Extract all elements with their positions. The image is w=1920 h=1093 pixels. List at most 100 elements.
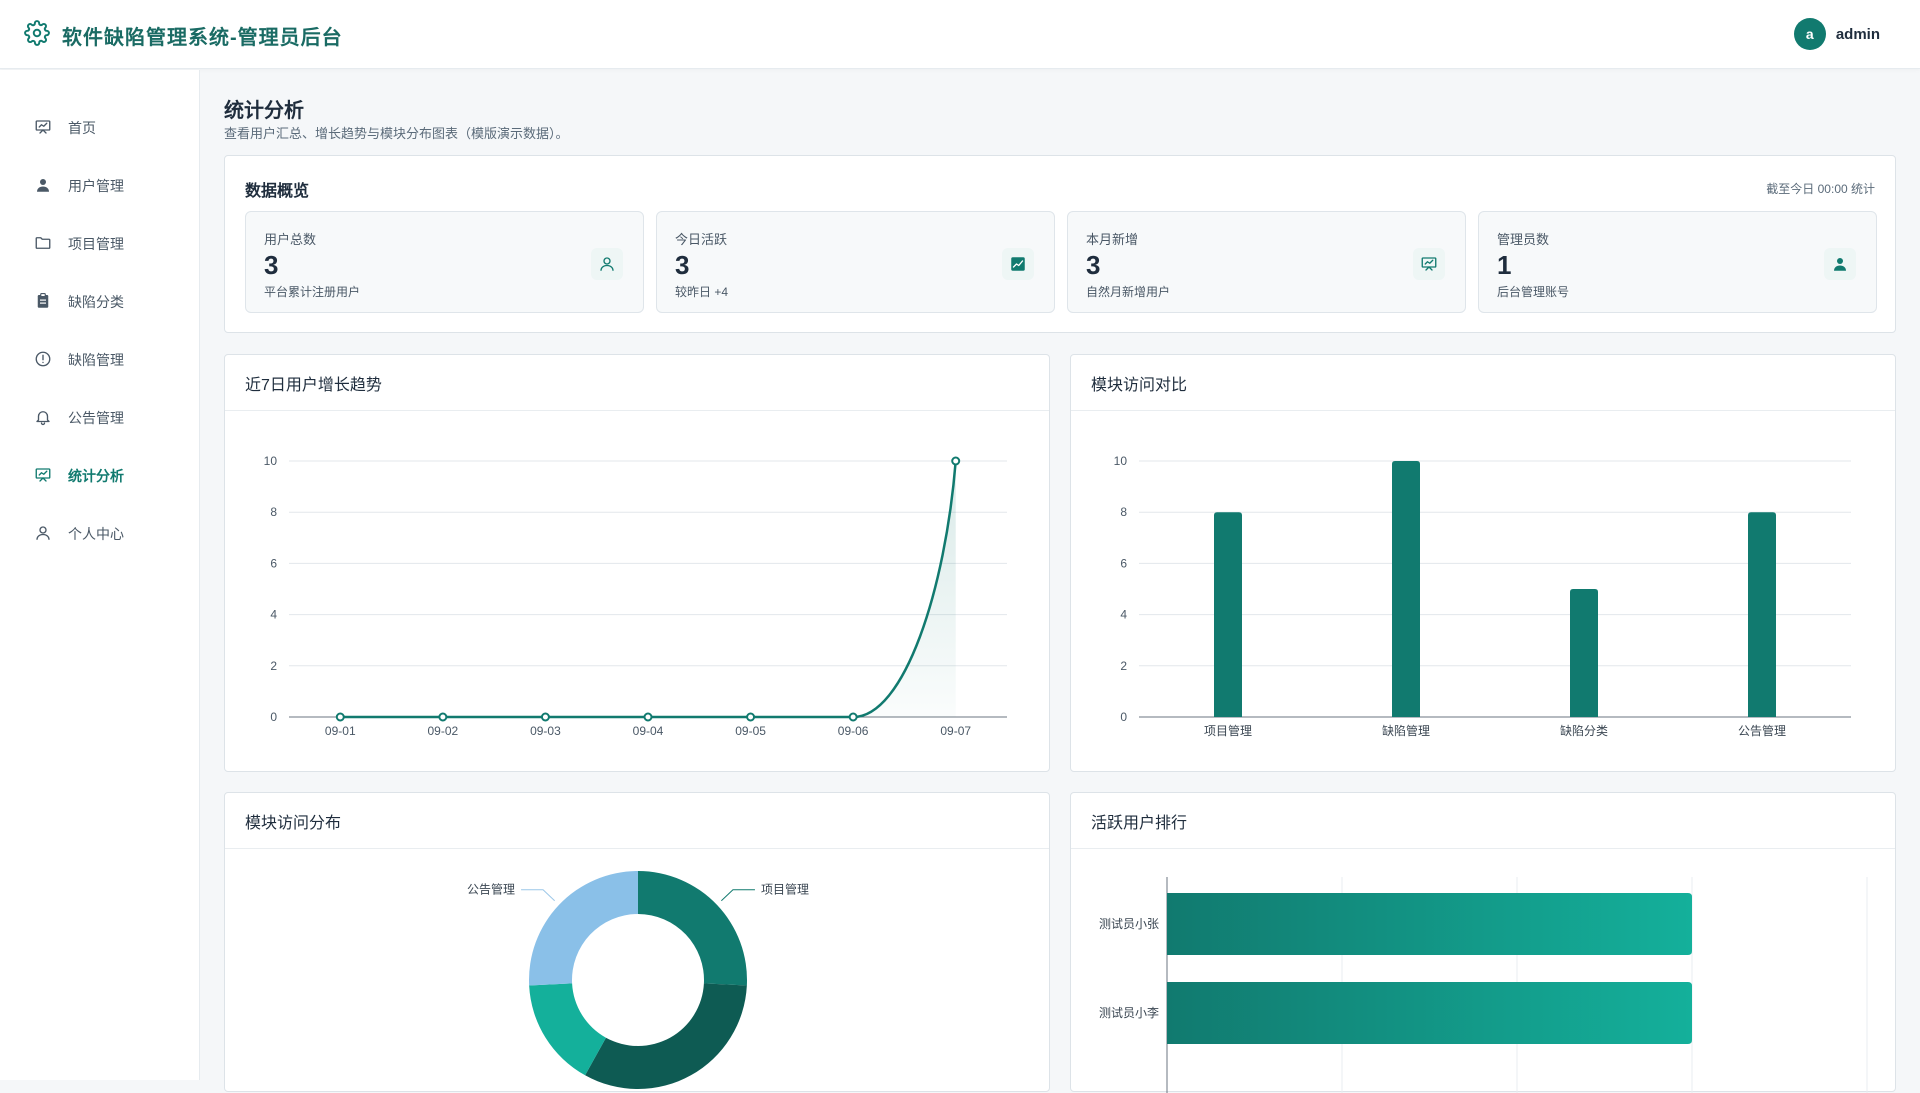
y-tick-label: 10: [264, 454, 278, 468]
y-tick-label: 6: [1120, 556, 1127, 570]
sidebar-item-announcements[interactable]: 公告管理: [34, 406, 124, 430]
line-area: [340, 461, 956, 717]
gear-icon: [24, 20, 50, 51]
pie-slice: [638, 871, 747, 986]
x-tick-label: 09-04: [633, 724, 664, 738]
pie-label-line: [521, 889, 555, 902]
data-point: [540, 712, 550, 722]
pie-label-line: [721, 889, 755, 902]
y-tick-label: 2: [270, 659, 277, 673]
y-tick-label: 测试员小张: [1099, 916, 1159, 931]
stat-label: 用户总数: [264, 232, 317, 247]
data-point: [335, 712, 345, 722]
y-tick-label: 8: [1120, 505, 1127, 519]
brand[interactable]: 软件缺陷管理系统-管理员后台: [24, 20, 343, 51]
y-tick-label: 测试员小李: [1099, 1005, 1159, 1020]
sidebar-item-home[interactable]: 首页: [34, 116, 96, 140]
y-tick-label: 8: [270, 505, 277, 519]
stat-value: 3: [264, 250, 279, 280]
sidebar-item-label: 缺陷分类: [68, 294, 124, 310]
overview-title: 数据概览: [245, 183, 310, 200]
page-title: 统计分析: [224, 100, 304, 122]
stat-subtext: 平台累计注册用户: [264, 285, 361, 299]
x-tick-label: 09-03: [530, 724, 561, 738]
sidebar-item-label: 用户管理: [68, 178, 124, 194]
overview-note: 截至今日 00:00 统计: [1766, 182, 1875, 196]
bar: [1214, 512, 1242, 717]
chart-title: 活跃用户排行: [1071, 793, 1895, 849]
username[interactable]: admin: [1835, 25, 1880, 43]
data-point: [438, 712, 448, 722]
bar: [1570, 589, 1598, 717]
stat-value: 3: [675, 250, 690, 280]
sidebar-item-label: 项目管理: [68, 236, 124, 252]
page-description: 查看用户汇总、增长趋势与模块分布图表（模版演示数据）。: [224, 126, 569, 141]
data-point: [848, 712, 858, 722]
user-icon: [34, 176, 52, 197]
pie-slice: [529, 983, 606, 1076]
stat-value: 3: [1086, 250, 1101, 280]
avatar[interactable]: a: [1793, 18, 1826, 50]
stat-label: 今日活跃: [675, 232, 728, 247]
sidebar-item-users[interactable]: 用户管理: [34, 174, 124, 198]
user-icon: [1824, 248, 1856, 280]
x-tick-label: 09-01: [325, 724, 356, 738]
stat-card-total-users[interactable]: 用户总数 3 平台累计注册用户: [245, 211, 644, 313]
x-tick-label: 缺陷分类: [1560, 723, 1608, 738]
chart-title: 模块访问对比: [1071, 355, 1895, 411]
y-tick-label: 4: [270, 608, 277, 622]
bar-chart[interactable]: 0 2 4 6 8 10 项目管理 缺陷管理 缺陷分类 公告管理: [1071, 411, 1897, 771]
alert-circle-icon: [34, 350, 52, 371]
folder-icon: [34, 234, 52, 255]
line-chart[interactable]: 0 2 4 6 8 10 09-01 09-02 09-03 09-04 09-05 09-06 09-…: [225, 411, 1051, 771]
user-menu[interactable]: a admin: [1793, 18, 1880, 50]
pie-slice: [529, 871, 638, 986]
chart-title: 近7日用户增长趋势: [225, 355, 1049, 411]
top-header: 软件缺陷管理系统-管理员后台 a admin: [0, 0, 1920, 69]
sidebar-item-label: 公告管理: [68, 410, 124, 426]
sidebar-item-defects[interactable]: 缺陷管理: [34, 348, 124, 372]
presentation-icon: [1413, 248, 1445, 280]
series-line: [340, 460, 957, 719]
bar: [1167, 893, 1692, 955]
x-tick-label: 09-07: [940, 724, 971, 738]
stat-label: 管理员数: [1497, 232, 1550, 247]
x-tick-label: 09-06: [838, 724, 869, 738]
y-tick-label: 0: [1120, 710, 1127, 724]
sidebar-item-defect-categories[interactable]: 缺陷分类: [34, 290, 124, 314]
presentation-icon: [34, 466, 52, 487]
bar: [1392, 461, 1420, 717]
sidebar-item-label: 首页: [68, 120, 96, 136]
stat-card-admin-count[interactable]: 管理员数 1 后台管理账号: [1478, 211, 1877, 313]
data-point: [746, 712, 756, 722]
user-outline-icon: [591, 248, 623, 280]
presentation-icon: [34, 118, 52, 139]
sidebar: 首页 用户管理 项目管理 缺陷分类 缺陷管理 公告管理 统计分析: [0, 70, 200, 1080]
x-tick-label: 09-05: [735, 724, 766, 738]
sidebar-item-profile[interactable]: 个人中心: [34, 522, 124, 546]
pie-chart[interactable]: 项目管理 公告管理: [225, 849, 1051, 1093]
trend-chart-icon: [1002, 248, 1034, 280]
sidebar-item-projects[interactable]: 项目管理: [34, 232, 124, 256]
y-tick-label: 0: [270, 710, 277, 724]
y-tick-label: 6: [270, 556, 277, 570]
line-chart-card: 近7日用户增长趋势 0 2 4 6 8 10 09-01 09-02 09-03 09-04 09-…: [224, 354, 1050, 772]
x-tick-label: 09-02: [428, 724, 459, 738]
stat-card-active-today[interactable]: 今日活跃 3 较昨日 +4: [656, 211, 1055, 313]
stat-card-new-this-month[interactable]: 本月新增 3 自然月新增用户: [1067, 211, 1466, 313]
y-tick-label: 4: [1120, 608, 1127, 622]
stat-subtext: 自然月新增用户: [1086, 285, 1171, 299]
x-tick-label: 项目管理: [1204, 723, 1252, 738]
clipboard-icon: [34, 292, 52, 313]
sidebar-item-label: 统计分析: [68, 468, 124, 484]
data-point: [951, 456, 961, 466]
stat-value: 1: [1497, 250, 1512, 280]
x-tick-label: 公告管理: [1738, 723, 1786, 738]
chart-title: 模块访问分布: [225, 793, 1049, 849]
x-tick-label: 缺陷管理: [1382, 723, 1430, 738]
sidebar-item-statistics[interactable]: 统计分析: [34, 464, 124, 488]
ranking-chart-card: 活跃用户排行 测试员小张测试员小李: [1070, 792, 1897, 1093]
bar-chart-card: 模块访问对比 0 2 4 6 8 10 项目管理 缺陷管理 缺陷分类 公告管理: [1070, 354, 1896, 772]
overview-card: 数据概览 截至今日 00:00 统计 用户总数 3 平台累计注册用户 今日活跃 …: [224, 155, 1896, 333]
